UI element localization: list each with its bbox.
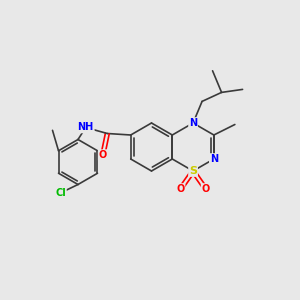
Text: N: N xyxy=(189,118,197,128)
Text: S: S xyxy=(189,166,197,176)
Text: NH: NH xyxy=(78,122,94,133)
Text: O: O xyxy=(176,184,184,194)
Text: O: O xyxy=(99,150,107,160)
Text: O: O xyxy=(202,184,210,194)
Text: Cl: Cl xyxy=(55,188,66,198)
Text: N: N xyxy=(210,154,218,164)
